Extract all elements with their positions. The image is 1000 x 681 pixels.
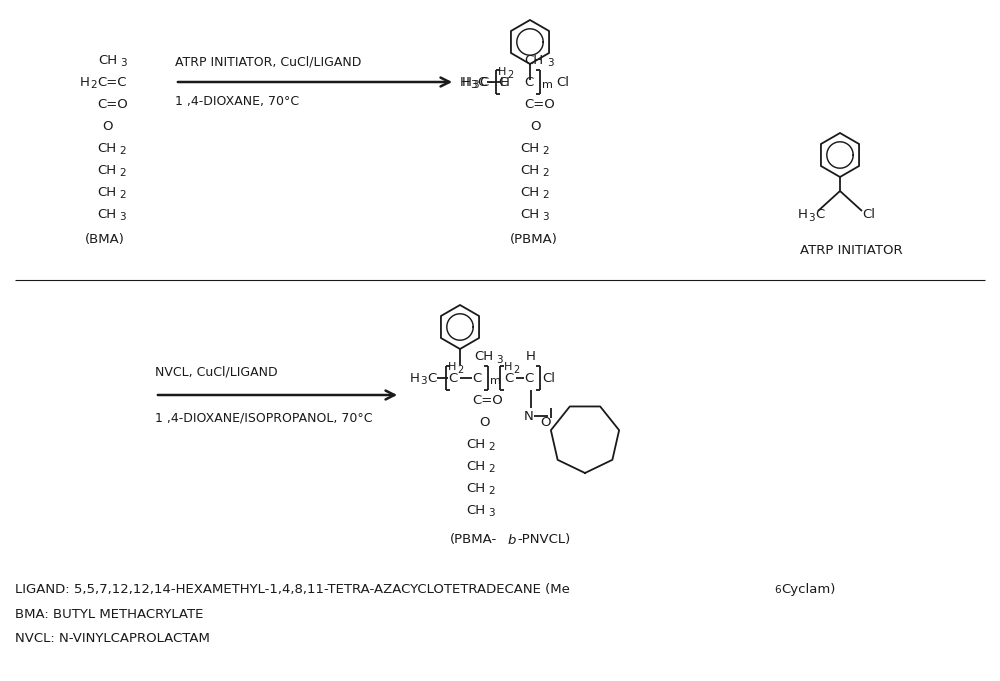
Text: NVCL, CuCl/LIGAND: NVCL, CuCl/LIGAND — [155, 366, 278, 379]
Text: CH: CH — [97, 163, 116, 176]
Text: Cl: Cl — [862, 208, 875, 221]
Text: 2: 2 — [488, 486, 495, 496]
Text: m: m — [490, 376, 501, 386]
Text: H: H — [500, 76, 510, 89]
Text: O: O — [530, 119, 540, 133]
Text: C: C — [472, 372, 481, 385]
Text: CH: CH — [524, 54, 543, 67]
Text: CH: CH — [98, 54, 117, 67]
Text: 3: 3 — [547, 58, 554, 68]
Text: NVCL: N-VINYLCAPROLACTAM: NVCL: N-VINYLCAPROLACTAM — [15, 631, 210, 644]
Text: m: m — [542, 80, 553, 90]
Text: Cl: Cl — [556, 76, 569, 89]
Text: C: C — [815, 208, 824, 221]
Text: (PBMA-: (PBMA- — [450, 533, 497, 546]
Text: 3: 3 — [808, 213, 815, 223]
Text: -PNVCL): -PNVCL) — [517, 533, 570, 546]
Text: C: C — [504, 372, 513, 385]
Text: CH: CH — [520, 208, 539, 221]
Text: 2: 2 — [542, 146, 549, 156]
Text: C: C — [524, 76, 533, 89]
Text: 3: 3 — [496, 355, 503, 365]
Text: H: H — [448, 362, 456, 372]
Text: 3: 3 — [119, 212, 126, 222]
Text: 2: 2 — [542, 168, 549, 178]
Text: 2: 2 — [119, 146, 126, 156]
Text: C: C — [427, 372, 436, 385]
Text: 6: 6 — [774, 585, 781, 595]
Text: H: H — [410, 372, 420, 385]
Text: 2: 2 — [488, 442, 495, 452]
Text: 1 ,4-DIOXANE, 70°C: 1 ,4-DIOXANE, 70°C — [175, 95, 299, 108]
Text: (BMA): (BMA) — [85, 234, 125, 247]
Text: C=O: C=O — [472, 394, 503, 407]
Text: 3: 3 — [472, 80, 479, 90]
Text: C=C: C=C — [97, 76, 126, 89]
Text: H: H — [80, 76, 90, 89]
Text: C=O: C=O — [97, 97, 128, 110]
Text: 1 ,4-DIOXANE/ISOPROPANOL, 70°C: 1 ,4-DIOXANE/ISOPROPANOL, 70°C — [155, 411, 372, 424]
Text: O: O — [102, 119, 112, 133]
Text: CH: CH — [520, 163, 539, 176]
Text: CH: CH — [520, 142, 539, 155]
Text: 2: 2 — [119, 168, 126, 178]
Text: CH: CH — [466, 503, 485, 516]
Text: ATRP INITIATOR, CuCl/LIGAND: ATRP INITIATOR, CuCl/LIGAND — [175, 55, 361, 69]
Text: C: C — [524, 372, 533, 385]
Text: Cyclam): Cyclam) — [781, 584, 835, 597]
Text: b: b — [508, 533, 516, 546]
Text: (PBMA): (PBMA) — [510, 234, 558, 247]
Text: H: H — [504, 362, 512, 372]
Text: H: H — [526, 351, 536, 364]
Text: 3: 3 — [420, 376, 427, 386]
Text: CH: CH — [97, 208, 116, 221]
Text: C=O: C=O — [524, 97, 555, 110]
Text: CH: CH — [466, 437, 485, 451]
Text: C: C — [448, 372, 457, 385]
Text: 3: 3 — [542, 212, 549, 222]
Text: C: C — [498, 76, 507, 89]
Text: H: H — [460, 76, 470, 89]
Text: 2: 2 — [119, 190, 126, 200]
Text: 3: 3 — [120, 58, 127, 68]
Text: H: H — [798, 208, 808, 221]
Text: CH: CH — [97, 142, 116, 155]
Text: C: C — [477, 76, 486, 89]
Text: N: N — [524, 409, 534, 422]
Text: 2: 2 — [513, 365, 519, 375]
Text: Cl: Cl — [542, 372, 555, 385]
Text: LIGAND: 5,5,7,12,12,14-HEXAMETHYL-1,4,8,11-TETRA-AZACYCLOTETRADECANE (Me: LIGAND: 5,5,7,12,12,14-HEXAMETHYL-1,4,8,… — [15, 584, 570, 597]
Text: 3: 3 — [488, 508, 495, 518]
Text: CH: CH — [474, 351, 493, 364]
Text: BMA: BUTYL METHACRYLATE: BMA: BUTYL METHACRYLATE — [15, 607, 203, 620]
Text: 2: 2 — [542, 190, 549, 200]
Text: 2: 2 — [488, 464, 495, 474]
Text: 2: 2 — [90, 80, 97, 90]
Text: O: O — [540, 415, 550, 428]
Text: 2: 2 — [457, 365, 463, 375]
Text: 2: 2 — [507, 70, 513, 80]
Text: ATRP INITIATOR: ATRP INITIATOR — [800, 244, 903, 257]
Text: 3: 3 — [470, 80, 477, 90]
Text: CH: CH — [466, 460, 485, 473]
Text: CH: CH — [520, 185, 539, 198]
Text: H: H — [498, 67, 506, 77]
Text: O: O — [479, 415, 490, 428]
Text: CH: CH — [97, 185, 116, 198]
Text: C-: C- — [479, 76, 493, 89]
Text: H: H — [462, 76, 472, 89]
Text: CH: CH — [466, 481, 485, 494]
